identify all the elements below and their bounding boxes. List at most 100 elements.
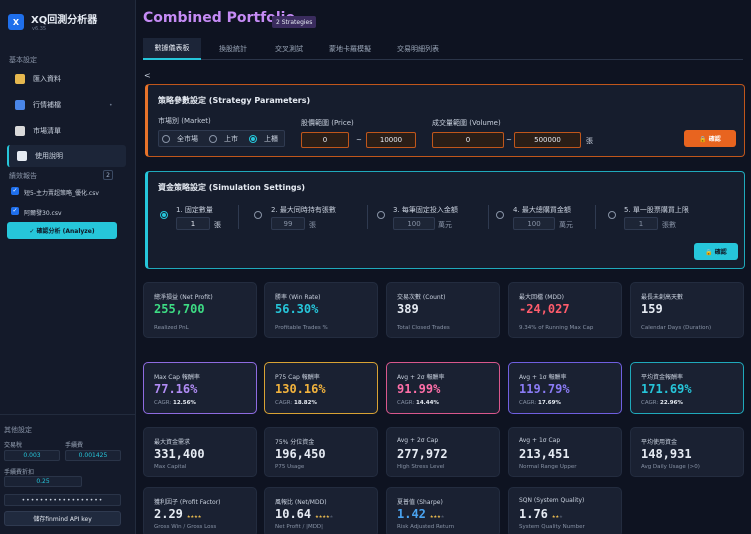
metric-label: 75% 分位資金 — [275, 439, 315, 446]
checkbox-icon[interactable]: ✓ — [11, 187, 19, 195]
api-key-input[interactable]: •••••••••••••••••• — [4, 494, 121, 506]
sim-radio-5[interactable] — [608, 211, 616, 219]
metric-sub: System Quality Number — [519, 524, 585, 530]
quality-card-risk-reward: 風報比 (Net/MDD) 10.64 ★★★★★ Net Profit / |M… — [264, 487, 378, 534]
tab-trade-list[interactable]: 交易明細列表 — [397, 45, 439, 53]
sim-value-input[interactable]: 99 — [271, 217, 305, 230]
volume-min-input[interactable]: 0 — [432, 132, 504, 148]
app-title: XQ回測分析器 — [31, 15, 98, 26]
tab-cross-test[interactable]: 交叉測試 — [275, 45, 303, 53]
radio-all-market[interactable] — [162, 135, 170, 143]
metric-value: 2.29 — [154, 507, 183, 521]
calendar-icon — [15, 100, 25, 110]
cagr-label: CAGR: — [397, 400, 415, 406]
tab-rotation[interactable]: 換股統計 — [219, 45, 247, 53]
book-icon — [17, 151, 27, 161]
price-max-input[interactable]: 10000 — [366, 132, 416, 148]
simulation-title: 資金策略設定 (Simulation Settings) — [158, 183, 306, 192]
analyze-button[interactable]: ✓ 確認分析 (Analyze) — [7, 222, 117, 239]
volume-max-input[interactable]: 500000 — [514, 132, 581, 148]
sim-radio-1[interactable] — [160, 211, 168, 219]
metric-value: 56.30% — [275, 302, 319, 316]
sidebar-item-market-list[interactable]: 市場清單 — [7, 120, 126, 142]
sidebar-item-fill[interactable]: 行情補檔 • — [7, 94, 126, 116]
strategy-params-panel: 策略參數設定 (Strategy Parameters) 市場別 (Market… — [145, 84, 745, 157]
app-version: v6.35 — [32, 26, 47, 32]
radio-listed[interactable] — [209, 135, 217, 143]
sim-unit: 萬元 — [559, 221, 573, 229]
back-button[interactable]: < — [144, 71, 151, 80]
sim-unit: 萬元 — [438, 221, 452, 229]
metric-value: 255,700 — [154, 302, 205, 316]
metric-sub: 9.34% of Running Max Cap — [519, 325, 594, 331]
strategy-title: 策略參數設定 (Strategy Parameters) — [158, 96, 311, 105]
star-rating-icon: ★★ — [551, 513, 560, 520]
sidebar-item-label: 匯入資料 — [33, 75, 61, 83]
metric-value: 171.69% — [641, 382, 692, 396]
strategy-count-badge: 2 Strategies — [272, 16, 317, 28]
divider — [367, 205, 368, 229]
capital-card-p75: 75% 分位資金 196,450 P75 Usage — [264, 427, 378, 477]
metric-label: 夏普值 (Sharpe) — [397, 499, 443, 506]
metric-value: 277,972 — [397, 447, 448, 461]
save-api-key-button[interactable]: 儲存finmind API key — [4, 511, 121, 526]
metric-label: 獲利因子 (Profit Factor) — [154, 499, 221, 506]
tab-dashboard[interactable]: 數據儀表板 — [143, 38, 201, 60]
return-card-avg-capital: 平均資金報酬率 171.69% CAGR: 22.96% — [630, 362, 744, 414]
metric-sub: High Stress Level — [397, 464, 445, 470]
metric-value: 1.42 — [397, 507, 426, 521]
capital-card-avg-1sigma: Avg + 1σ Cap 213,451 Normal Range Upper — [508, 427, 622, 477]
checkbox-icon[interactable]: ✓ — [11, 207, 19, 215]
sim-value-input[interactable]: 1 — [176, 217, 210, 230]
discount-input[interactable]: 0.25 — [4, 476, 82, 487]
sim-radio-4[interactable] — [496, 211, 504, 219]
sim-option-label: 2. 最大同時持有張數 — [271, 206, 336, 214]
cagr-value: 17.69% — [538, 400, 561, 406]
metric-sub: Avg Daily Usage (>0) — [641, 464, 700, 470]
metric-value: 159 — [641, 302, 663, 316]
metric-label: SQN (System Quality) — [519, 497, 585, 504]
sidebar-item-label: 使用說明 — [35, 152, 63, 160]
price-min-input[interactable]: 0 — [301, 132, 349, 148]
strategy-confirm-button[interactable]: 🔒 確認 — [684, 130, 736, 147]
return-card-avg-1sigma: Avg + 1σ 報酬率 119.79% CAGR: 17.69% — [508, 362, 622, 414]
fee-label: 手續費 — [65, 442, 84, 449]
metric-value: 130.16% — [275, 382, 326, 396]
market-radio-group: 全市場 上市 上櫃 — [158, 130, 285, 147]
metric-label: 勝率 (Win Rate) — [275, 294, 321, 301]
sim-radio-2[interactable] — [254, 211, 262, 219]
cagr-value: 18.82% — [294, 400, 317, 406]
price-range-dash: ~ — [356, 136, 362, 144]
metric-label: 最大回檔 (MDD) — [519, 294, 565, 301]
return-card-avg-2sigma: Avg + 2σ 報酬率 91.99% CAGR: 14.44% — [386, 362, 500, 414]
metric-card-count: 交易次數 (Count) 389 Total Closed Trades — [386, 282, 500, 338]
metric-card-net-profit: 總淨損益 (Net Profit) 255,700 Realized PnL — [143, 282, 257, 338]
metric-label: 最長未創高天數 — [641, 294, 684, 301]
star-rating-icon: ★★★★ — [315, 513, 330, 520]
cagr-value: 14.44% — [416, 400, 439, 406]
radio-otc[interactable] — [249, 135, 257, 143]
sim-option-label: 1. 固定數量 — [176, 206, 213, 214]
tab-monte-carlo[interactable]: 蒙地卡羅模擬 — [329, 45, 371, 53]
market-option-all: 全市場 — [177, 135, 198, 143]
metric-sub: Max Capital — [154, 464, 187, 470]
sim-value-input[interactable]: 100 — [393, 217, 435, 230]
return-card-max-cap: Max Cap 報酬率 77.16% CAGR: 12.56% — [143, 362, 257, 414]
sim-radio-3[interactable] — [377, 211, 385, 219]
simulation-confirm-button[interactable]: 🔒 確認 — [694, 243, 738, 260]
sidebar-item-guide[interactable]: 使用說明 — [7, 145, 126, 167]
divider — [0, 414, 136, 415]
fee-input[interactable]: 0.001425 — [65, 450, 121, 461]
metric-label: 最大資金需求 — [154, 439, 191, 446]
sim-value-input[interactable]: 100 — [513, 217, 555, 230]
app-logo: X — [8, 14, 24, 30]
report-label: 績效報告 — [9, 172, 37, 180]
tax-input[interactable]: 0.003 — [4, 450, 60, 461]
market-option-otc: 上櫃 — [264, 135, 278, 143]
sidebar-item-import[interactable]: 匯入資料 — [7, 68, 126, 90]
basic-settings-label: 基本設定 — [9, 56, 37, 64]
discount-label: 手續費折扣 — [4, 469, 35, 476]
other-settings-label: 其他設定 — [4, 426, 32, 434]
sim-value-input[interactable]: 1 — [624, 217, 658, 230]
metric-label: 總淨損益 (Net Profit) — [154, 294, 213, 301]
